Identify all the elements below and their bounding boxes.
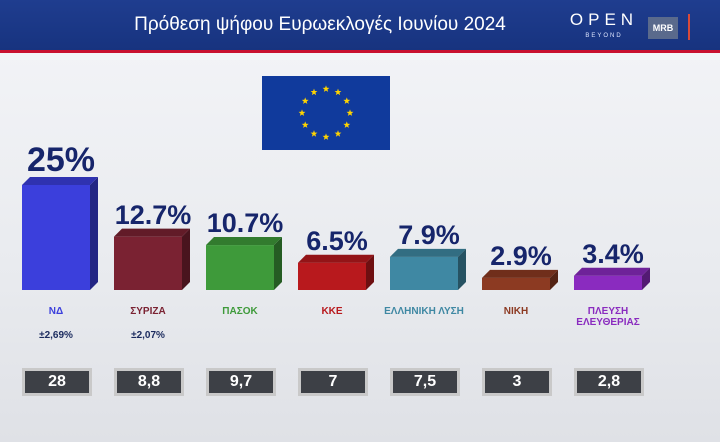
flag-star: [322, 133, 330, 140]
flag-star: [310, 130, 318, 137]
flag-star: [298, 109, 306, 116]
eu-flag-icon: [262, 76, 390, 150]
bar-top: [114, 228, 190, 237]
party-label: ΣΥΡΙΖΑ: [130, 306, 166, 317]
party-label: ΠΑΣΟΚ: [222, 306, 258, 317]
bar-side: [182, 228, 190, 290]
bar-top: [298, 254, 374, 263]
seat-count: 3: [482, 368, 552, 396]
bar-top: [22, 177, 98, 185]
flag-star: [343, 97, 351, 104]
mrb-logo: MRB: [648, 17, 678, 39]
value-label: 7.9%: [398, 219, 460, 250]
bar: [206, 245, 274, 290]
party-label: ΕΛΛΗΝΙΚΗ ΛΥΣΗ: [384, 306, 464, 317]
flag-star: [322, 85, 330, 92]
open-logo: OPEN: [569, 10, 639, 29]
bar-side: [642, 267, 650, 290]
bar-top: [482, 269, 558, 278]
value-label: 25%: [26, 141, 96, 179]
value-label: 12.7%: [114, 199, 192, 230]
flag-star: [301, 121, 309, 128]
party-label: ΚΚΕ: [321, 306, 343, 317]
bar: [574, 275, 642, 290]
party-label: ΝΔ: [48, 306, 64, 317]
bar: [298, 262, 366, 290]
seat-count: 8,8: [114, 368, 184, 396]
bar-side: [366, 254, 374, 290]
bar: [482, 277, 550, 290]
flag-star: [346, 109, 354, 116]
seat-count: 7,5: [390, 368, 460, 396]
bar-top: [574, 267, 650, 276]
seat-count: 2,8: [574, 368, 644, 396]
bar-side: [274, 237, 282, 290]
bar-side: [458, 248, 466, 290]
value-label: 10.7%: [206, 208, 284, 239]
party-label: ΝΙΚΗ: [503, 306, 529, 317]
bar: [22, 185, 90, 290]
bar-top: [206, 237, 282, 246]
flag-star: [301, 97, 309, 104]
bar-top: [390, 248, 466, 257]
party-label: ΠΛΕΥΣΗ ΕΛΕΥΘΕΡΙΑΣ: [576, 306, 640, 328]
flag-star: [343, 121, 351, 128]
flag-star: [334, 88, 342, 96]
open-logo-sub: BEYOND: [585, 33, 623, 39]
seat-count: 7: [298, 368, 368, 396]
value-label: 2.9%: [490, 240, 552, 271]
bar: [390, 256, 458, 290]
seat-count: 9,7: [206, 368, 276, 396]
difference-label: ±2,07%: [131, 330, 165, 341]
bar-side: [550, 269, 558, 290]
flag-star: [334, 130, 342, 137]
value-label: 6.5%: [306, 225, 368, 256]
flag-star: [310, 88, 318, 96]
value-label: 3.4%: [582, 238, 644, 269]
bar: [114, 236, 182, 290]
page-title: Πρόθεση ψήφου Ευρωεκλογές Ιουνίου 2024: [134, 14, 506, 35]
difference-label: ±2,69%: [39, 330, 73, 341]
logo-divider: [688, 14, 690, 40]
bar-side: [90, 177, 98, 290]
seat-count: 28: [22, 368, 92, 396]
header-bar: Πρόθεση ψήφου Ευρωεκλογές Ιουνίου 2024 O…: [0, 0, 720, 53]
